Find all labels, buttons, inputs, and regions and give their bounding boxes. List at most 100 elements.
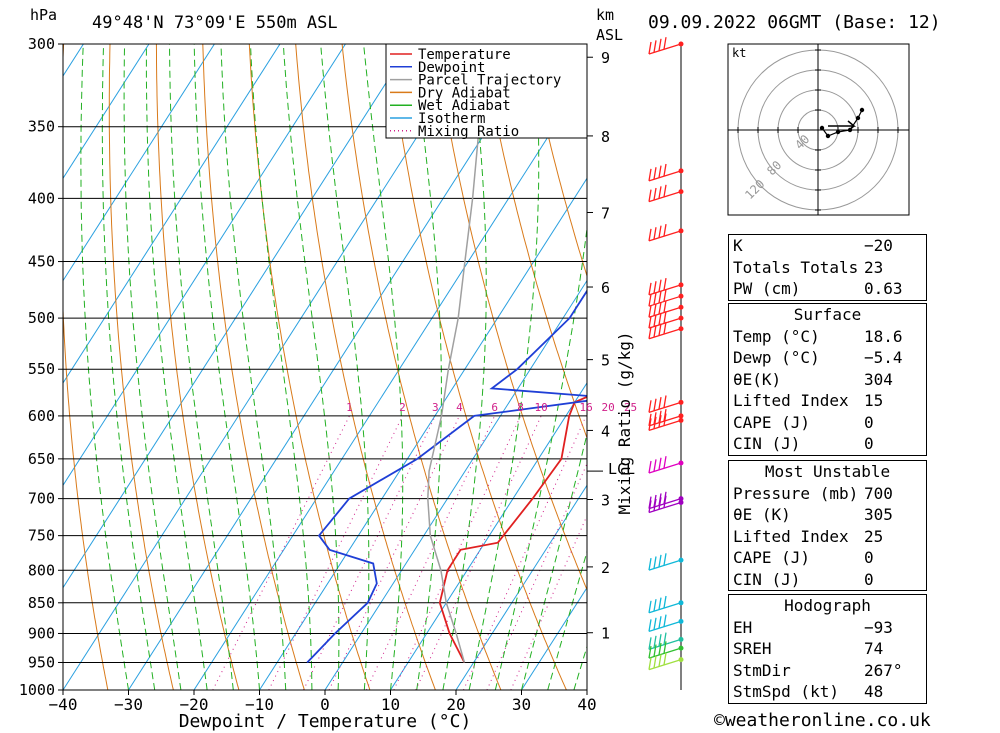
- wind-barb-flag: [653, 187, 657, 201]
- height-unit-label: km: [596, 6, 614, 24]
- wind-barb: [648, 277, 682, 296]
- index-table-hodograph: Hodograph EH −93 SREH 74 StmDir 267° StmSpd…: [728, 594, 927, 704]
- wind-barb: [648, 652, 682, 671]
- isotherm-line: [390, 382, 587, 690]
- wind-barb: [648, 395, 682, 413]
- surface-row-thetae: θE(K) 304: [733, 369, 893, 389]
- height-unit-label-asl: ASL: [596, 26, 623, 44]
- wind-barb-flag: [653, 292, 657, 305]
- wind-barb-flag: [653, 281, 657, 294]
- mixing-ratio-line: [415, 415, 542, 690]
- height-tick-label: 6: [601, 279, 610, 297]
- legend-label: Dewpoint: [418, 60, 485, 76]
- wind-barb-flag: [653, 617, 657, 630]
- wind-barb-flag: [663, 409, 667, 422]
- x-axis-label: Dewpoint / Temperature (°C): [179, 711, 472, 732]
- wind-barb-flag: [653, 398, 657, 411]
- wind-barb-flag: [658, 165, 662, 178]
- wind-barb: [648, 456, 682, 474]
- mixing-ratio-line: [212, 415, 350, 690]
- mixing-ratio-label: 10: [535, 401, 548, 414]
- wind-barb: [648, 614, 682, 633]
- location-title: 49°48'N 73°09'E 550m ASL: [92, 13, 338, 33]
- wind-barb-flag: [658, 323, 662, 336]
- wind-barb-flag: [648, 500, 652, 513]
- surface-row-li: Lifted Index 15: [733, 391, 884, 410]
- wind-barb-flag: [663, 553, 667, 566]
- isotherm-line: [63, 44, 215, 282]
- wind-barb-flag: [653, 599, 657, 612]
- wind-barb-flag: [648, 413, 652, 427]
- wind-barb-flag: [658, 225, 662, 238]
- wind-barb: [648, 37, 682, 55]
- surface-title: Surface: [793, 305, 862, 324]
- wind-barb-flag: [663, 632, 667, 645]
- index-row-pw: PW (cm) 0.63: [733, 279, 903, 298]
- wind-barb-flag: [653, 227, 657, 240]
- x-tick-label: 0: [320, 695, 330, 714]
- dry-adiabat-line: [248, 44, 371, 690]
- wind-barb-flag: [653, 303, 657, 316]
- height-tick-label: 4: [601, 422, 610, 440]
- y-tick-label: 800: [28, 561, 55, 579]
- wind-barb-flag: [663, 321, 667, 335]
- wind-barb-flag: [658, 279, 662, 292]
- legend-label: Temperature: [418, 47, 511, 63]
- dry-adiabat-line: [108, 44, 174, 690]
- credit-text[interactable]: ©weatheronline.co.uk: [714, 710, 931, 731]
- y-tick-label: 850: [28, 594, 55, 612]
- wind-barb-flag: [663, 289, 667, 302]
- hodo-row-stmdir: StmDir 267°: [733, 660, 903, 680]
- wind-barb-flag: [663, 413, 667, 426]
- wind-barb-flag: [658, 397, 662, 410]
- height-tick-label: 5: [601, 352, 610, 370]
- y-tick-label: 300: [28, 35, 55, 53]
- wind-barb-flag: [658, 410, 662, 423]
- dry-adiabat-line: [480, 44, 587, 440]
- wind-barb-flag: [658, 634, 662, 647]
- wind-barb-flag: [653, 635, 657, 648]
- most-unstable-title: Most Unstable: [764, 462, 891, 481]
- surface-row-temp: Temp (°C) 18.6: [733, 326, 903, 346]
- wind-barb-flag: [663, 614, 667, 627]
- mixing-ratio-label: 2: [399, 401, 406, 414]
- hodograph-point: [855, 115, 861, 121]
- wind-barb: [648, 321, 682, 340]
- y-tick-label: 700: [28, 490, 55, 508]
- index-row-k: K −20: [733, 236, 893, 255]
- wind-barb-flag: [663, 184, 667, 197]
- dewpoint-line: [306, 52, 587, 664]
- mixing-ratio-label: 6: [491, 401, 498, 414]
- wet-adiabat-line: [412, 44, 442, 690]
- hodograph-point: [819, 125, 825, 131]
- y-tick-label: 600: [28, 407, 55, 425]
- hodograph-point: [825, 133, 831, 139]
- wind-barb-flag: [653, 459, 657, 472]
- surface-row-dewp: Dewp (°C) −5.4: [733, 348, 903, 367]
- height-tick-label: 3: [601, 491, 610, 509]
- wind-barb-flag: [663, 641, 667, 654]
- wind-barb-flag: [648, 305, 652, 318]
- wind-barb-flag: [663, 37, 667, 50]
- wet-adiabat-line: [220, 44, 287, 690]
- wind-barb-flag: [658, 554, 662, 568]
- isotherm-line: [63, 44, 150, 180]
- wind-barb: [648, 413, 682, 431]
- isotherm-line: [455, 484, 587, 690]
- legend-label: Wet Adiabat: [418, 98, 511, 114]
- wind-barb-flag: [663, 395, 667, 408]
- wind-barb-flag: [663, 595, 667, 609]
- dry-adiabat-line: [527, 44, 587, 278]
- y-tick-label: 350: [28, 118, 55, 136]
- hodograph-point: [859, 107, 865, 113]
- x-tick-label: −40: [49, 695, 78, 714]
- height-tick-label: 8: [601, 128, 610, 146]
- wind-barb-flag: [658, 616, 662, 629]
- isotherm-line: [324, 279, 587, 690]
- wind-barb-flag: [648, 460, 652, 474]
- mixing-ratio-line: [393, 415, 522, 690]
- dry-adiabat-line: [992, 44, 1000, 690]
- wind-barb: [648, 289, 682, 307]
- dry-adiabat-line: [63, 44, 109, 690]
- surface-row-cape: CAPE (J) 0: [733, 412, 874, 432]
